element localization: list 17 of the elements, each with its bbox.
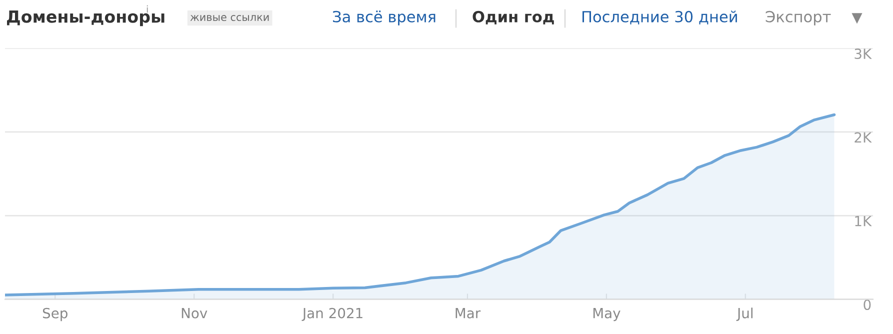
y-tick-label: 0 <box>864 300 871 310</box>
chart-title: Домены-доноры <box>7 10 164 26</box>
x-tick-label: Sep <box>42 308 68 322</box>
x-tick-label: Nov <box>182 308 208 318</box>
text: живые ссылки <box>190 15 269 22</box>
text: i <box>146 5 148 13</box>
text: За всё время <box>333 10 436 26</box>
y-tick-label: 1K <box>855 216 872 226</box>
x-tick-label: Mar <box>456 308 481 318</box>
x-tick-label: May <box>593 308 620 322</box>
text: Один год <box>472 10 554 24</box>
x-tick-label: Jul <box>736 308 752 321</box>
text: Экспорт <box>766 10 831 26</box>
text: Последние 30 дней <box>582 10 737 24</box>
x-tick-label: Jan 2021 <box>302 308 362 321</box>
y-tick-label: 2K <box>854 132 872 143</box>
y-tick-label: 3K <box>854 48 872 60</box>
